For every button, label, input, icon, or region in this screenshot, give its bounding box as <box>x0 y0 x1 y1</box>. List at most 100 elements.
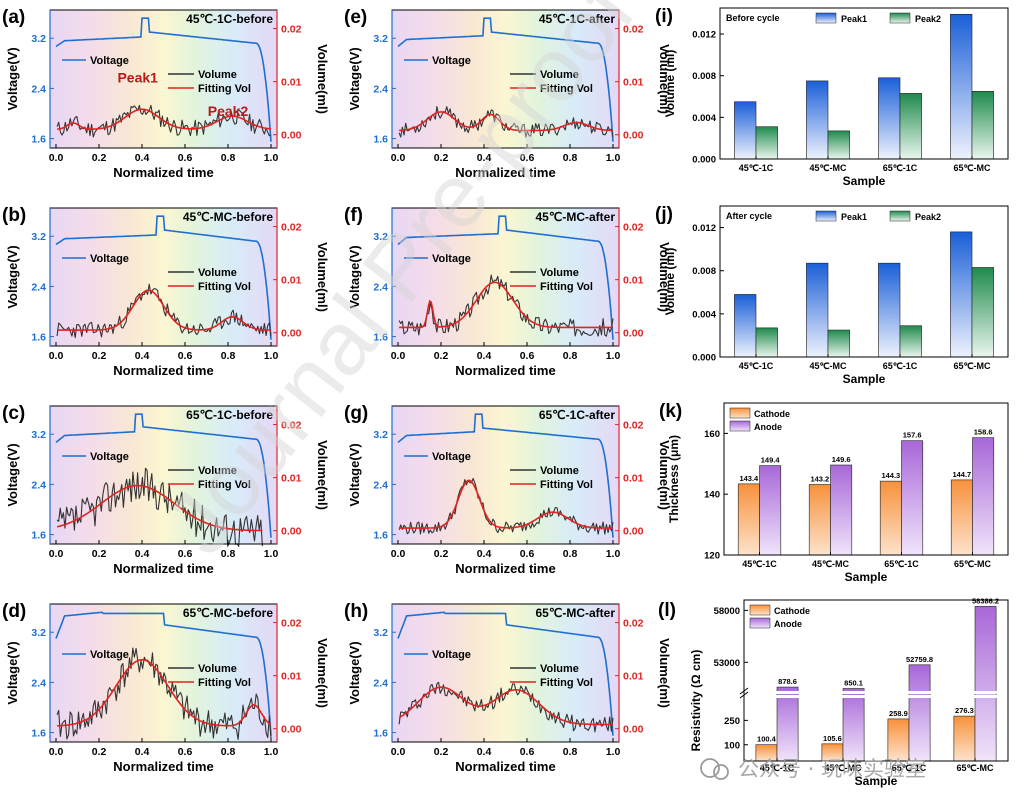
legend-voltage-label: Voltage <box>90 649 129 661</box>
legend-fit-label: Fitting Vol <box>540 281 593 293</box>
bar-anode <box>830 464 853 556</box>
legend-title: After cycle <box>726 211 772 221</box>
x-tick-label: 45℃-1C <box>739 361 774 371</box>
volume-raw-curve <box>398 106 614 138</box>
panel-title: 65℃-1C-before <box>186 408 273 422</box>
x-tick-label: 65℃-1C <box>883 361 918 371</box>
legend-voltage-label: Voltage <box>432 451 471 463</box>
legend-cathode-swatch <box>729 407 751 419</box>
peak-annotation: Peak2 <box>208 103 249 119</box>
y-right-tick-label: 0.01 <box>281 473 302 485</box>
y-left-tick-label: 3.2 <box>373 627 388 639</box>
y-right-axis-title: Volume(ml) <box>315 638 330 708</box>
panel-j: 45℃-1C 45℃-MC 65℃-1C 65℃-MC 0.000 0.004 0.008 0… <box>655 204 1009 386</box>
panel-title: 65℃-MC-after <box>536 606 616 620</box>
fitting-volume-curve <box>399 281 613 329</box>
legend-voltage-label: Voltage <box>432 55 471 67</box>
bar-value-label: 58386.2 <box>972 596 999 605</box>
y-right-tick-label: 0.00 <box>281 328 302 340</box>
panel-d: 0.0 0.2 0.4 0.6 0.8 1.0 1.6 2.4 3.2 0.00 0.01 0.02 N… <box>2 601 330 774</box>
y-right-tick-label: 0.00 <box>623 526 644 538</box>
panel-l: 100.4 878.6 45℃-1C 105.6 850.1 45℃-MC 258.9 527… <box>658 596 1009 788</box>
x-tick-label: 0.2 <box>434 152 449 164</box>
plot-background <box>392 208 619 346</box>
bar-peak1 <box>806 262 829 358</box>
legend-peak1-swatch <box>815 210 837 222</box>
legend-volume-label: Volume <box>198 69 237 81</box>
legend-fit-label: Fitting Vol <box>540 677 593 689</box>
x-tick-label: 0.8 <box>563 746 578 758</box>
voltage-curve <box>55 17 272 142</box>
bar-cathode <box>950 479 973 556</box>
bar-value-label: 149.6 <box>832 455 851 464</box>
y-left-axis-title: Voltage(V) <box>347 47 362 110</box>
y-tick-label: 120 <box>704 551 720 562</box>
y-right-axis-title: Volume(ml) <box>657 44 672 114</box>
bar-cathode <box>808 484 831 556</box>
legend-peak2-swatch <box>889 12 911 24</box>
y-left-axis-title: Voltage(V) <box>5 245 20 308</box>
x-tick-label: 45℃-1C <box>760 763 795 773</box>
x-tick-label: 45℃-1C <box>742 559 777 569</box>
bar-value-label: 105.6 <box>823 734 842 743</box>
wechat-icon <box>700 758 720 778</box>
legend-fit-label: Fitting Vol <box>198 677 251 689</box>
bar-peak2 <box>755 327 778 358</box>
y-left-tick-label: 3.2 <box>31 33 46 45</box>
plot-background <box>392 604 619 742</box>
footer-watermark: 公众号 · 玩味实验室 <box>700 757 926 781</box>
bar-peak2 <box>899 325 922 358</box>
x-tick-label: 65℃-MC <box>954 559 992 569</box>
x-axis-title: Normalized time <box>455 165 555 180</box>
y-left-tick-label: 3.2 <box>31 231 46 243</box>
legend-fit-label: Fitting Vol <box>540 83 593 95</box>
y-tick-label: 53000 <box>714 658 740 669</box>
bar-value-label: 52759.8 <box>906 655 933 664</box>
legend-volume-label: Volume <box>540 465 579 477</box>
y-left-tick-label: 3.2 <box>31 429 46 441</box>
bar-peak2 <box>755 126 778 160</box>
y-left-tick-label: 1.6 <box>373 134 388 146</box>
footer-watermark-text: 公众号 · 玩味实验室 <box>738 757 926 781</box>
voltage-curve <box>55 413 272 538</box>
y-tick-label: 160 <box>704 429 720 440</box>
legend-peak2-swatch <box>889 210 911 222</box>
bar-anode <box>974 606 997 762</box>
x-tick-label: 0.0 <box>49 350 64 362</box>
plot-frame <box>719 205 1009 358</box>
x-tick-label: 1.0 <box>264 548 279 560</box>
voltage-curve <box>55 611 272 736</box>
wechat-icon-small <box>713 764 729 780</box>
axis-break-band <box>745 695 1007 698</box>
panel-label: (l) <box>658 600 676 621</box>
legend-anode-label: Anode <box>754 422 782 432</box>
legend-fit-label: Fitting Vol <box>198 281 251 293</box>
y-left-axis-title: Voltage(V) <box>347 641 362 704</box>
legend-anode-swatch <box>749 617 771 629</box>
bar-anode <box>908 664 931 762</box>
bar-anode <box>901 440 924 556</box>
y-axis-title: Volume (ml) <box>663 248 677 316</box>
bar-value-label: 158.6 <box>974 428 993 437</box>
x-tick-label: 0.0 <box>49 746 64 758</box>
y-tick-label: 0.000 <box>692 353 716 364</box>
x-tick-label: 0.6 <box>520 350 535 362</box>
x-tick-label: 0.0 <box>391 350 406 362</box>
x-tick-label: 65℃-1C <box>884 559 919 569</box>
bar-anode <box>776 686 799 762</box>
x-tick-label: 65℃-MC <box>953 163 991 173</box>
y-tick-label: 0.008 <box>692 266 716 277</box>
legend-voltage-label: Voltage <box>432 649 471 661</box>
fitting-volume-curve <box>398 686 613 726</box>
x-tick-label: 45℃-MC <box>809 361 847 371</box>
bar-cathode <box>879 480 902 556</box>
panel-label: (c) <box>2 403 25 424</box>
panel-title: 45℃-1C-after <box>539 12 615 26</box>
x-tick-label: 0.6 <box>178 746 193 758</box>
bar-value-label: 258.9 <box>889 709 908 718</box>
x-tick-label: 0.6 <box>178 350 193 362</box>
x-tick-label: 0.8 <box>221 152 236 164</box>
fitting-volume-curve <box>57 659 272 727</box>
y-right-tick-label: 0.02 <box>623 24 644 36</box>
